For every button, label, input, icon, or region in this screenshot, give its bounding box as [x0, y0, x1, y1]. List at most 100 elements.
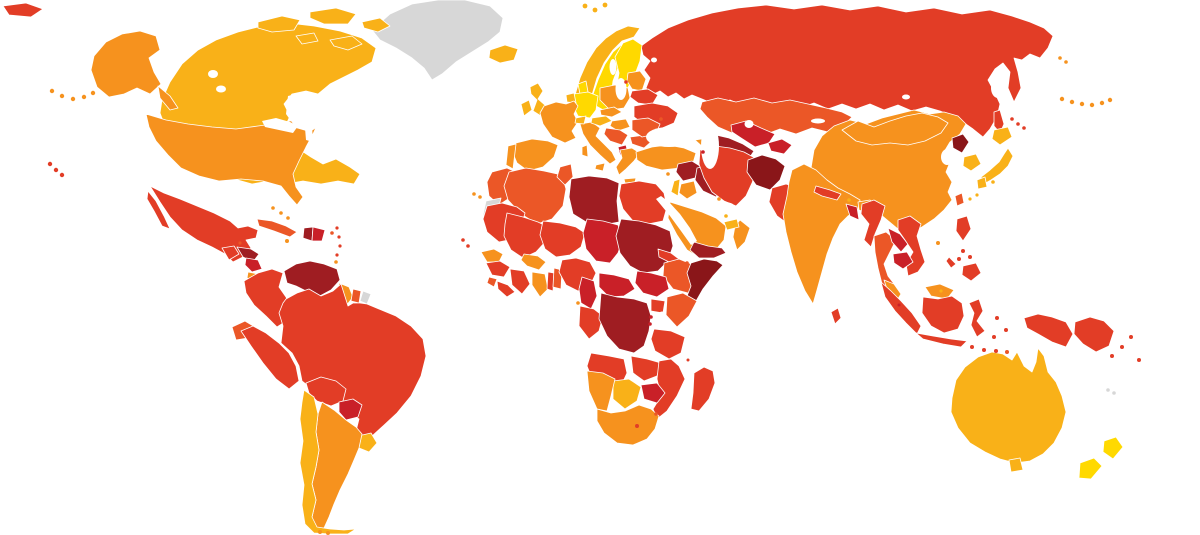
islands-timor: [1005, 350, 1009, 354]
region-philippines-palawan: [945, 256, 957, 269]
region-hungary: [609, 118, 631, 132]
region-dominican-republic: [311, 226, 326, 242]
islands-svalbard: [592, 7, 598, 13]
region-honduras: [236, 246, 260, 263]
region-dr-congo: [598, 292, 652, 354]
region-egypt: [618, 180, 668, 225]
islands-armenia: [701, 150, 705, 154]
region-philippines-luzon: [955, 215, 972, 242]
region-laos: [887, 227, 909, 253]
islands-lesotho: [635, 424, 639, 428]
region-argentina: [311, 401, 363, 531]
islands-maluku: [992, 335, 996, 339]
region-paraguay: [338, 398, 363, 421]
islands-puerto-rico: [330, 231, 334, 235]
region-tunisia: [556, 163, 574, 186]
region-india: [782, 163, 861, 305]
islands-belize: [238, 241, 242, 245]
region-chukotka-wrap: [2, 2, 44, 18]
region-switzerland: [574, 115, 587, 125]
islands-shikoku: [991, 180, 995, 184]
islands-bahamas: [271, 206, 275, 210]
region-madagascar: [690, 366, 716, 412]
region-uganda: [650, 298, 666, 314]
region-south-africa: [596, 404, 660, 446]
islands-aleutian-islands-west: [59, 93, 65, 99]
water-great-lakes: [262, 118, 298, 133]
islands-png-islands: [1129, 335, 1133, 339]
region-ghana: [531, 271, 549, 298]
region-taiwan: [954, 192, 965, 207]
region-france: [539, 100, 579, 144]
islands-aleutian-islands-west: [49, 88, 55, 94]
region-australia: [950, 347, 1067, 464]
region-japan-kyushu: [976, 176, 988, 190]
region-italy: [579, 121, 617, 165]
water-lake-ladoga: [651, 57, 657, 63]
water-sea-of-azov: [679, 123, 687, 129]
region-sudan: [615, 218, 674, 274]
region-gabon-congo: [578, 305, 604, 340]
region-brazil: [278, 283, 427, 442]
region-botswana: [612, 378, 642, 410]
islands-maluku: [1004, 328, 1008, 332]
islands-canary-islands: [478, 195, 482, 199]
water-baltic-sea: [615, 78, 627, 100]
islands-lesser-sunda: [970, 345, 974, 349]
region-philippines-mindanao: [961, 262, 982, 282]
region-suriname: [350, 288, 362, 304]
region-sardinia: [581, 144, 589, 158]
region-sumatra: [880, 281, 922, 335]
islands-rwanda-burundi: [648, 322, 652, 326]
water-james-bay: [305, 126, 313, 142]
water-great-slave-lake: [216, 85, 226, 93]
islands-hawaii: [59, 172, 65, 178]
islands-lesser-antilles: [337, 235, 341, 239]
islands-lesser-antilles: [338, 244, 342, 248]
region-french-guiana: [359, 290, 372, 305]
region-senegal: [480, 248, 504, 263]
region-liberia: [496, 280, 516, 298]
region-jordan: [678, 180, 698, 200]
islands-aleutian-islands-west: [81, 94, 87, 100]
region-yemen: [689, 241, 727, 259]
islands-jamaica: [285, 239, 289, 243]
islands-visayas: [961, 249, 965, 253]
region-south-sudan: [634, 270, 670, 298]
water-lake-baikal: [902, 94, 910, 100]
region-cambodia: [892, 251, 914, 270]
islands-aleutian-islands-east: [1079, 101, 1085, 107]
islands-aleutian-islands-west: [70, 96, 76, 102]
region-new-zealand-south: [1078, 457, 1103, 480]
region-new-zealand-north: [1102, 436, 1124, 460]
islands-png-islands: [1137, 358, 1141, 362]
region-japan-honshu: [980, 147, 1014, 185]
region-papua-new-guinea: [1073, 316, 1115, 353]
islands-brunei: [939, 289, 943, 293]
islands-kaliningrad: [624, 80, 628, 84]
islands-swaziland: [654, 412, 658, 416]
region-sierra-leone: [486, 276, 498, 288]
region-austria: [590, 115, 613, 127]
region-cameroon: [578, 276, 598, 310]
islands-kuwait: [717, 197, 721, 201]
region-nicaragua: [244, 257, 263, 273]
region-sicily: [594, 162, 606, 172]
islands-okinawa: [968, 197, 972, 201]
islands-okinawa: [975, 193, 979, 197]
region-kalimantan: [921, 295, 965, 334]
region-saudi-arabia: [667, 201, 727, 259]
islands-png-islands: [1120, 345, 1124, 349]
region-south-korea: [962, 153, 982, 172]
water-persian-gulf: [714, 202, 734, 210]
islands-singapore: [897, 303, 901, 307]
islands-rwanda-burundi: [649, 315, 653, 319]
region-libya: [568, 175, 620, 226]
islands-visayas: [968, 255, 972, 259]
water-caspian-sea: [701, 123, 719, 169]
water-black-sea: [646, 127, 692, 147]
islands-djibouti: [685, 261, 689, 265]
region-burkina-faso: [520, 253, 547, 271]
region-alaska-panhandle: [157, 85, 179, 111]
